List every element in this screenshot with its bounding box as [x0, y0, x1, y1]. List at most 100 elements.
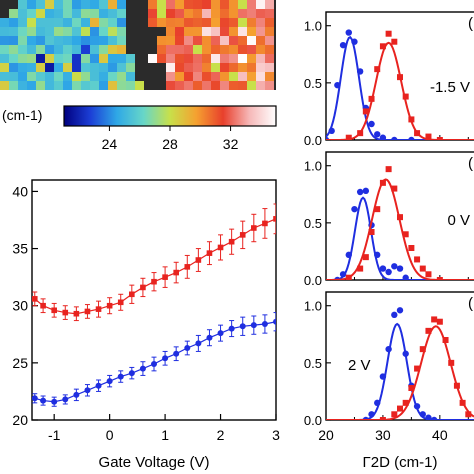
blue-histogram-point	[391, 311, 398, 319]
histogram-voltage-label: 0 V	[447, 212, 470, 229]
map-pixel	[18, 0, 27, 9]
map-pixel	[99, 27, 108, 36]
blue-histogram-point	[339, 41, 347, 49]
map-pixel	[72, 27, 81, 36]
red-series-point	[184, 264, 191, 270]
map-pixel	[148, 54, 157, 63]
blue-histogram-point	[402, 350, 409, 357]
map-pixel	[256, 9, 265, 18]
map-pixel	[265, 36, 274, 45]
map-pixel	[256, 27, 265, 36]
histogram-panels: 0.0 0.5 1.0 -1.5 V (0.0 0.5 1.0 0 V (0.0 0.5 1.0 2 …	[304, 11, 474, 471]
red-series-point	[73, 310, 80, 317]
map-pixel	[81, 18, 90, 27]
histogram-xlabel: Γ2D (cm-1)	[363, 454, 438, 471]
map-pixel	[36, 81, 45, 90]
map-pixel	[220, 18, 229, 27]
blue-histogram-point	[379, 373, 387, 380]
map-pixel	[117, 0, 126, 9]
map-pixel	[175, 45, 184, 54]
red-histogram-point	[402, 93, 409, 100]
red-histogram-point	[402, 399, 409, 406]
blue-series-point	[40, 397, 47, 404]
y-tick-label: 30	[12, 298, 28, 314]
map-pixel	[202, 81, 211, 90]
gate-sweep-axes-frame	[31, 179, 277, 421]
map-pixel	[0, 54, 9, 63]
map-pixel	[9, 27, 18, 36]
blue-histogram-point	[408, 136, 415, 140]
map-pixel	[9, 36, 18, 45]
map-pixel	[108, 54, 117, 63]
map-pixel	[148, 18, 157, 27]
map-pixel	[27, 45, 36, 54]
red-series-point	[239, 232, 246, 238]
map-pixel	[211, 0, 220, 9]
map-pixel	[220, 36, 229, 45]
red-fit-curve	[326, 325, 474, 420]
blue-series-point	[32, 395, 38, 402]
map-pixel	[238, 45, 247, 54]
map-pixel	[117, 63, 126, 72]
red-histogram-point	[436, 137, 443, 140]
red-histogram-point	[414, 365, 421, 372]
blue-histogram-point	[402, 274, 409, 280]
blue-histogram-point	[385, 268, 392, 276]
map-pixel	[90, 63, 99, 72]
map-pixel	[54, 81, 63, 90]
map-pixel	[220, 54, 229, 63]
map-pixel	[238, 18, 247, 27]
blue-histogram-point	[396, 265, 404, 272]
blue-histogram-point	[374, 131, 381, 138]
red-histogram-point	[379, 43, 386, 50]
red-series-point	[273, 216, 276, 222]
map-pixel	[175, 63, 184, 72]
blue-series-point	[261, 321, 268, 327]
map-pixel	[247, 63, 256, 72]
map-pixel	[202, 0, 211, 9]
map-pixel	[126, 81, 135, 90]
map-pixel	[265, 54, 274, 63]
y-tick-label: 20	[12, 412, 28, 428]
red-series-point	[62, 309, 69, 316]
map-pixel	[229, 54, 238, 63]
blue-histogram-point	[362, 187, 370, 195]
map-pixel	[166, 0, 175, 9]
map-pixel	[211, 36, 220, 45]
map-pixel	[18, 9, 27, 18]
blue-histogram-point	[374, 251, 381, 259]
map-pixel	[72, 45, 81, 54]
blue-histogram-point	[425, 414, 432, 420]
map-pixel	[63, 0, 72, 9]
histogram-panel-tag: (	[468, 15, 473, 32]
map-pixel	[90, 45, 99, 54]
map-pixel	[54, 9, 63, 18]
histogram-x-tick-label: 40	[432, 427, 448, 443]
blue-series-point	[95, 382, 102, 389]
blue-series-point	[117, 373, 124, 380]
map-pixel	[81, 72, 90, 81]
map-pixel	[166, 27, 175, 36]
map-pixel	[166, 81, 175, 90]
map-pixel	[175, 9, 184, 18]
map-pixel	[90, 0, 99, 9]
map-pixel	[211, 63, 220, 72]
blue-histogram-point	[356, 68, 364, 75]
x-tick-label: 3	[272, 427, 280, 443]
map-pixel	[220, 81, 229, 90]
red-histogram-point	[419, 265, 426, 272]
x-tick-label: 0	[106, 427, 114, 443]
map-pixel	[229, 27, 238, 36]
red-series-point	[228, 238, 235, 245]
map-pixel	[220, 45, 229, 54]
red-histogram-point	[431, 316, 438, 323]
red-histogram-point	[448, 359, 455, 366]
red-series-point	[129, 291, 135, 298]
blue-histogram-point	[328, 127, 335, 135]
map-pixel	[175, 72, 184, 81]
map-pixel	[202, 27, 211, 36]
map-pixel	[247, 72, 256, 81]
red-series-point	[51, 307, 57, 314]
map-pixel	[36, 9, 45, 18]
map-pixel	[202, 45, 211, 54]
